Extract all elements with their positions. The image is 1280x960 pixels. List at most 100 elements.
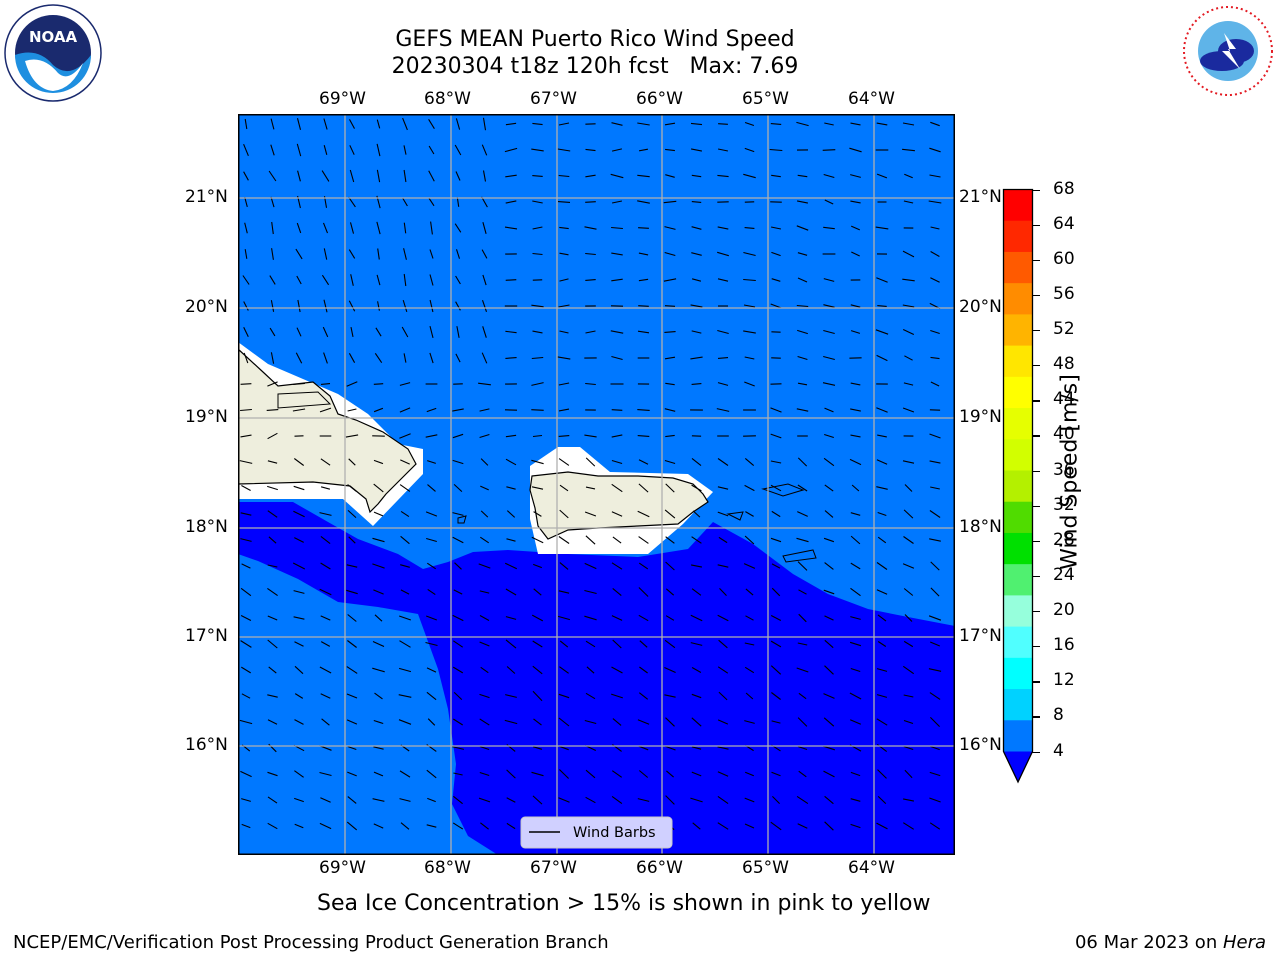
wind-barb — [505, 588, 517, 596]
wind-barb — [770, 407, 782, 413]
wind-barb — [243, 326, 249, 338]
wind-barb — [531, 486, 544, 490]
wind-barb — [455, 249, 461, 259]
wind-barb — [557, 356, 571, 360]
wind-barb — [876, 668, 888, 672]
wind-barb — [347, 614, 357, 622]
wind-barb — [665, 148, 675, 152]
wind-barb — [717, 174, 729, 178]
wind-barb — [376, 169, 381, 183]
wind-barb — [717, 822, 729, 830]
colorbar-tick-label: 60 — [1053, 248, 1075, 269]
lat-label: 16°N — [959, 735, 1002, 755]
wind-barb — [612, 718, 622, 726]
wind-barb — [270, 118, 275, 130]
wind-barb — [770, 665, 782, 675]
wind-barb — [373, 383, 384, 385]
wind-barb — [239, 460, 253, 464]
colorbar-tick-label: 32 — [1053, 494, 1075, 515]
wind-barb — [481, 352, 488, 364]
wind-barb — [929, 771, 941, 777]
wind-barb — [428, 119, 435, 129]
wind-barb — [743, 251, 756, 257]
lat-label: 21°N — [185, 187, 228, 207]
wind-barb — [770, 821, 782, 831]
wind-barb — [824, 639, 834, 649]
wind-barb — [823, 717, 835, 727]
wind-barb — [348, 249, 356, 259]
wind-barb — [505, 200, 517, 204]
wind-barb — [533, 588, 542, 596]
wind-barb — [239, 719, 253, 725]
lat-label: 17°N — [185, 626, 228, 646]
wind-barb — [323, 299, 328, 313]
lat-label: 19°N — [185, 407, 228, 427]
lon-label: 68°W — [424, 89, 471, 109]
wind-barb — [904, 769, 913, 779]
wind-barb — [293, 616, 305, 620]
wind-barb — [348, 300, 356, 312]
wind-barb — [798, 589, 807, 595]
wind-barb — [240, 408, 252, 412]
wind-barb — [295, 248, 303, 260]
wind-barb — [690, 148, 703, 152]
wind-barb — [850, 330, 861, 334]
wind-barb — [744, 121, 755, 127]
wind-barb — [637, 719, 650, 725]
wind-barb — [373, 511, 384, 517]
wind-barb — [267, 694, 278, 698]
wind-barb — [482, 326, 487, 338]
wind-barb — [638, 770, 649, 778]
wind-barb — [558, 382, 570, 386]
wind-barb — [929, 147, 941, 153]
wind-barb — [585, 382, 596, 386]
wind-barb — [849, 458, 862, 466]
wind-barb — [346, 564, 358, 568]
wind-barb — [374, 352, 383, 364]
colorbar-tick-mark — [1032, 611, 1040, 613]
wind-barb — [532, 200, 543, 204]
wind-barb — [241, 798, 251, 802]
wind-barb — [240, 512, 252, 516]
wind-barb — [478, 797, 491, 803]
wind-barb — [240, 434, 252, 438]
wind-barb — [453, 718, 463, 726]
wind-barb — [294, 823, 304, 829]
wind-barb — [319, 822, 332, 830]
wind-barb — [294, 719, 304, 725]
tortuga-island — [277, 391, 332, 409]
wind-barb — [505, 330, 517, 334]
wind-barb — [638, 483, 649, 493]
wind-barb — [531, 771, 544, 777]
wind-barb — [453, 692, 463, 700]
wind-barb — [876, 122, 888, 126]
wind-barb — [638, 614, 649, 622]
wind-barb — [455, 171, 461, 181]
wind-barb — [585, 535, 596, 545]
wind-barb — [690, 564, 703, 568]
wind-barb — [611, 562, 623, 570]
wind-barb — [824, 407, 834, 413]
wind-barb — [903, 509, 914, 519]
wind-barb — [824, 795, 834, 805]
wind-barb — [585, 252, 596, 256]
wind-barb — [347, 640, 357, 648]
wind-barb — [267, 771, 278, 777]
wind-barb — [666, 770, 674, 778]
wind-barb — [557, 148, 571, 152]
wind-barb — [452, 822, 464, 830]
footer-date: 06 Mar 2023 on Hera — [1075, 932, 1266, 953]
wind-barb — [877, 641, 887, 647]
wind-barb — [558, 304, 570, 308]
wind-barb — [718, 123, 728, 125]
wind-barb — [531, 459, 544, 465]
wind-barb — [877, 511, 887, 517]
colorbar-label: Wind Speed [m/s] — [1057, 374, 1083, 570]
wind-barb — [321, 170, 330, 182]
wind-barb — [798, 613, 807, 623]
wind-barb — [769, 148, 783, 152]
wind-barb — [402, 197, 408, 207]
colorbar-segment — [1003, 376, 1033, 409]
wind-barb — [876, 486, 888, 490]
wind-barb — [823, 304, 835, 308]
